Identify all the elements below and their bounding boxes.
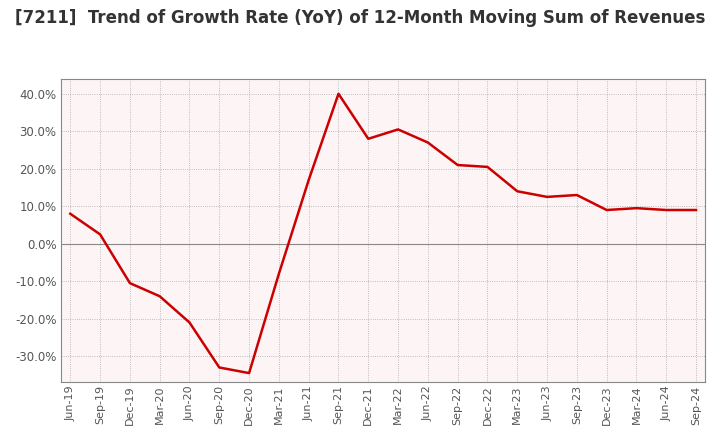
Text: [7211]  Trend of Growth Rate (YoY) of 12-Month Moving Sum of Revenues: [7211] Trend of Growth Rate (YoY) of 12-… bbox=[15, 9, 705, 27]
